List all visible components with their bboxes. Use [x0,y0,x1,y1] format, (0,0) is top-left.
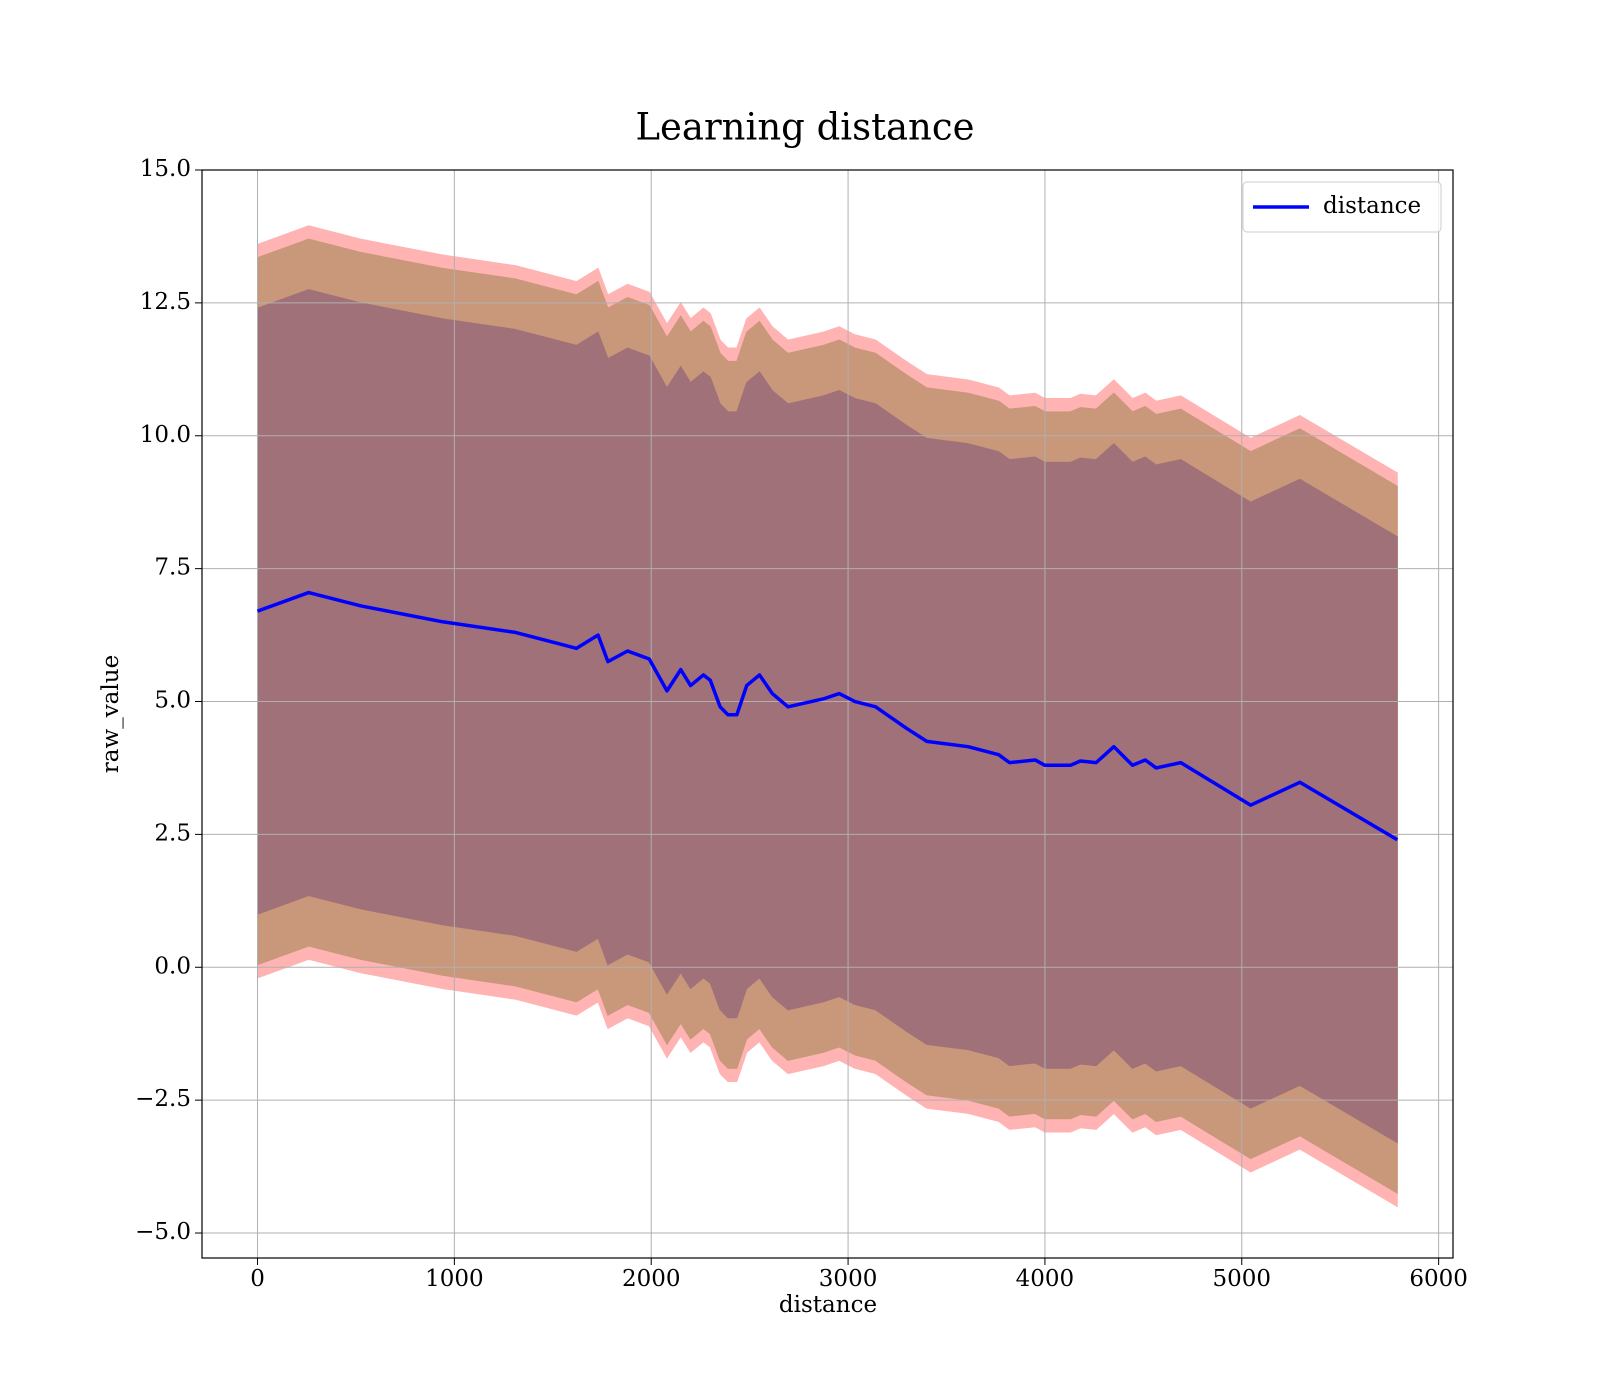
y-tick-label: 12.5 [140,289,191,315]
band [257,289,1398,1144]
x-tick-label: 0 [250,1266,265,1292]
legend: distance [1242,181,1442,233]
y-tick-label: −2.5 [135,1086,191,1112]
x-tick-label: 2000 [622,1266,681,1292]
x-tick-label: 3000 [819,1266,878,1292]
line [256,590,1399,842]
plot-frame [201,169,1454,1259]
y-tick-label: 10.0 [140,422,191,448]
chart-title: Learning distance [635,106,974,149]
x-tick-label: 5000 [1213,1266,1272,1292]
y-tick-label: 0.0 [154,953,191,979]
y-axis-label: raw_value [98,655,124,773]
y-tick-label: −5.0 [135,1219,191,1245]
y-tick-label: 7.5 [154,555,191,581]
x-axis-label: distance [779,1292,877,1318]
y-tick-label: 2.5 [154,820,191,846]
y-tick-label: 5.0 [154,688,191,714]
y-tick-label: 15.0 [140,156,191,182]
legend-box [1242,181,1442,233]
x-tick-label: 6000 [1409,1266,1468,1292]
x-tick-label: 1000 [425,1266,484,1292]
legend-label: distance [1323,193,1421,219]
x-tick-label: 4000 [1016,1266,1075,1292]
